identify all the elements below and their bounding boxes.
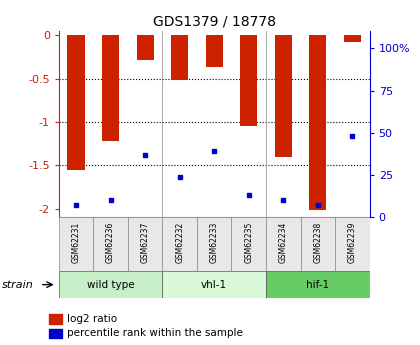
Bar <box>163 271 266 298</box>
Text: GSM62236: GSM62236 <box>106 221 115 263</box>
Bar <box>68 36 85 170</box>
Bar <box>309 36 326 210</box>
Text: GSM62238: GSM62238 <box>313 221 322 263</box>
Text: GSM62235: GSM62235 <box>244 221 253 263</box>
Title: GDS1379 / 18778: GDS1379 / 18778 <box>153 14 276 29</box>
Bar <box>344 36 361 42</box>
Text: GSM62234: GSM62234 <box>279 221 288 263</box>
Text: hif-1: hif-1 <box>306 280 329 289</box>
Text: GSM62237: GSM62237 <box>141 221 150 263</box>
Text: percentile rank within the sample: percentile rank within the sample <box>67 328 243 338</box>
Bar <box>197 217 231 271</box>
Bar <box>59 271 163 298</box>
Text: strain: strain <box>2 280 34 289</box>
Bar <box>49 314 62 324</box>
Bar <box>205 36 223 67</box>
Text: GSM62231: GSM62231 <box>71 221 81 263</box>
Text: wild type: wild type <box>87 280 134 289</box>
Text: log2 ratio: log2 ratio <box>67 314 117 324</box>
Bar <box>335 217 370 271</box>
Bar <box>136 36 154 60</box>
Bar <box>171 36 188 80</box>
Bar <box>266 271 370 298</box>
Text: vhl-1: vhl-1 <box>201 280 227 289</box>
Bar <box>49 328 62 338</box>
Bar <box>128 217 163 271</box>
Bar <box>59 217 93 271</box>
Bar <box>301 217 335 271</box>
Bar <box>93 217 128 271</box>
Bar <box>102 36 119 141</box>
Bar <box>231 217 266 271</box>
Text: GSM62239: GSM62239 <box>348 221 357 263</box>
Text: GSM62233: GSM62233 <box>210 221 219 263</box>
Bar <box>163 217 197 271</box>
Bar <box>266 217 301 271</box>
Bar <box>240 36 257 126</box>
Text: GSM62232: GSM62232 <box>175 221 184 263</box>
Bar <box>275 36 292 157</box>
